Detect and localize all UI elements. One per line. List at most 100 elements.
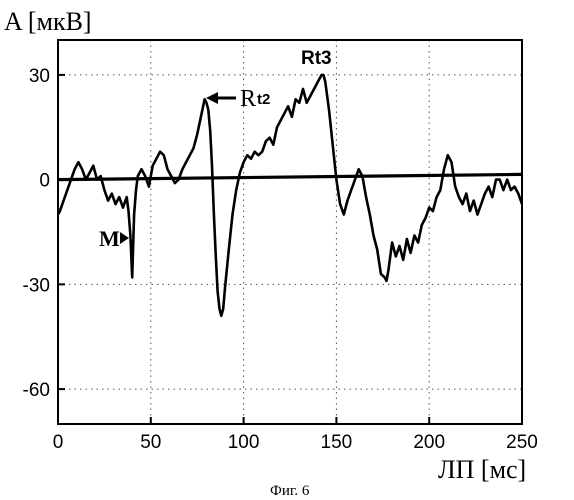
annotation-m: M bbox=[99, 226, 129, 251]
axis-ticks bbox=[58, 75, 522, 424]
data-point bbox=[473, 200, 475, 202]
data-point bbox=[219, 308, 221, 310]
data-point bbox=[321, 74, 323, 76]
data-point bbox=[224, 287, 226, 289]
data-point bbox=[395, 256, 397, 258]
data-point bbox=[200, 116, 202, 118]
data-point bbox=[280, 119, 282, 121]
data-point bbox=[235, 189, 237, 191]
series-line bbox=[58, 75, 522, 316]
data-point bbox=[89, 172, 91, 174]
data-point bbox=[182, 168, 184, 170]
data-point bbox=[298, 102, 300, 104]
data-point bbox=[96, 179, 98, 181]
data-point bbox=[57, 214, 59, 216]
data-point bbox=[454, 186, 456, 188]
data-point bbox=[207, 109, 209, 111]
data-point bbox=[295, 98, 297, 100]
data-point bbox=[144, 175, 146, 177]
data-point bbox=[391, 242, 393, 244]
data-point bbox=[432, 210, 434, 212]
data-point bbox=[350, 189, 352, 191]
data-point bbox=[339, 203, 341, 205]
data-point bbox=[209, 130, 211, 132]
data-point bbox=[291, 116, 293, 118]
data-point bbox=[163, 154, 165, 156]
data-point bbox=[332, 144, 334, 146]
data-point bbox=[258, 154, 260, 156]
data-point bbox=[358, 168, 360, 170]
data-point bbox=[204, 98, 206, 100]
data-point bbox=[85, 179, 87, 181]
data-point bbox=[362, 175, 364, 177]
data-point bbox=[174, 182, 176, 184]
data-point bbox=[222, 308, 224, 310]
data-point bbox=[406, 238, 408, 240]
x-tick-label: 100 bbox=[228, 432, 260, 453]
data-point bbox=[100, 175, 102, 177]
data-point bbox=[81, 168, 83, 170]
data-point bbox=[425, 217, 427, 219]
data-point bbox=[152, 165, 154, 167]
data-point bbox=[365, 196, 367, 198]
data-point bbox=[66, 189, 68, 191]
data-point bbox=[447, 154, 449, 156]
data-point bbox=[239, 172, 241, 174]
data-point bbox=[477, 214, 479, 216]
data-point bbox=[111, 193, 113, 195]
annotation-rt2: R t2 bbox=[206, 86, 270, 112]
data-point bbox=[336, 179, 338, 181]
data-point bbox=[328, 109, 330, 111]
grid-lines bbox=[58, 40, 522, 424]
data-point bbox=[386, 280, 388, 282]
data-point bbox=[510, 189, 512, 191]
data-point bbox=[217, 290, 219, 292]
data-point bbox=[436, 196, 438, 198]
data-point bbox=[521, 203, 523, 205]
rt2-arrowhead bbox=[206, 92, 218, 104]
data-point bbox=[347, 200, 349, 202]
data-point bbox=[495, 179, 497, 181]
data-point bbox=[215, 256, 217, 258]
data-point bbox=[484, 193, 486, 195]
data-point bbox=[178, 179, 180, 181]
data-point bbox=[369, 214, 371, 216]
figure-caption: Фиг. 6 bbox=[270, 483, 310, 499]
plot-frame bbox=[58, 40, 522, 424]
data-point bbox=[128, 210, 130, 212]
y-tick-label: -30 bbox=[23, 275, 50, 296]
data-point bbox=[517, 193, 519, 195]
data-point bbox=[323, 74, 325, 76]
data-point bbox=[107, 200, 109, 202]
data-point bbox=[104, 189, 106, 191]
data-point bbox=[439, 189, 441, 191]
data-point bbox=[384, 277, 386, 279]
y-tick-label: 0 bbox=[39, 171, 50, 192]
data-point bbox=[122, 207, 124, 209]
data-point bbox=[458, 196, 460, 198]
data-point bbox=[499, 179, 501, 181]
data-point bbox=[126, 196, 128, 198]
data-point bbox=[276, 126, 278, 128]
data-point bbox=[141, 168, 143, 170]
data-point bbox=[272, 144, 274, 146]
data-point bbox=[421, 224, 423, 226]
data-point bbox=[514, 186, 516, 188]
data-point bbox=[269, 137, 271, 139]
x-tick-label: 250 bbox=[506, 432, 538, 453]
data-point bbox=[246, 154, 248, 156]
x-tick-label: 50 bbox=[140, 432, 161, 453]
data-point bbox=[317, 81, 319, 83]
data-point bbox=[133, 214, 135, 216]
data-point bbox=[170, 175, 172, 177]
data-point bbox=[261, 151, 263, 153]
data-point bbox=[354, 179, 356, 181]
data-point bbox=[302, 88, 304, 90]
m-arrowhead bbox=[120, 232, 129, 244]
data-point bbox=[115, 203, 117, 205]
data-point bbox=[74, 168, 76, 170]
data-point bbox=[287, 105, 289, 107]
data-point bbox=[399, 245, 401, 247]
data-point bbox=[388, 270, 390, 272]
